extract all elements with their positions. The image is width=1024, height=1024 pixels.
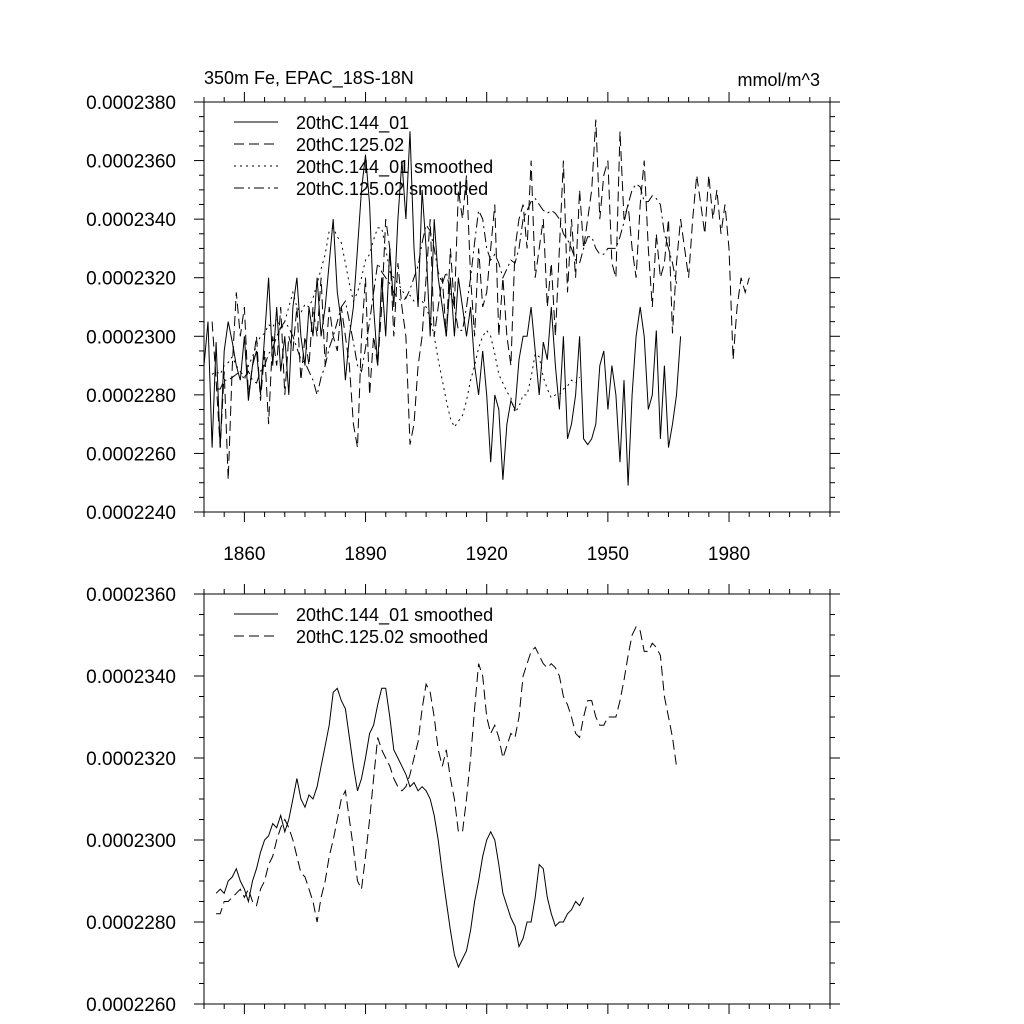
y-tick-label: 0.0002320 [86, 269, 176, 290]
y-tick-label: 0.0002280 [86, 386, 176, 407]
y-tick-label: 0.0002260 [86, 444, 176, 465]
x-axis: 1860 1890 1920 1950 1980 [203, 92, 831, 565]
y-tick-label: 0.0002280 [86, 913, 176, 934]
y-tick-label: 0.0002240 [86, 503, 176, 524]
top-panel: 350m Fe, EPAC_18S-18N mmol/m^3 0.0002240… [86, 68, 840, 565]
y-tick-label: 0.0002380 [86, 93, 176, 114]
series-line-2 [216, 625, 677, 923]
panel-title: 350m Fe, EPAC_18S-18N [204, 68, 414, 89]
series-line-1 [203, 131, 682, 486]
series-lines [203, 119, 750, 486]
y-tick-label: 0.0002300 [86, 327, 176, 348]
legend-label: 20thC.144_01 smoothed [296, 605, 493, 626]
units-label: mmol/m^3 [738, 70, 820, 90]
x-tick-label: 1860 [223, 544, 265, 565]
series-line-2 [211, 119, 750, 480]
y-tick-label: 0.0002360 [86, 152, 176, 173]
series-lines [215, 625, 677, 969]
y-tick-label: 0.0002340 [86, 210, 176, 231]
legend-label: 20thC.125.02 smoothed [296, 179, 488, 199]
x-tick-label: 1890 [344, 544, 386, 565]
x-tick-label: 1980 [708, 544, 750, 565]
y-tick-label: 0.0002340 [86, 667, 176, 688]
y-tick-label: 0.0002320 [86, 749, 176, 770]
series-line-3 [211, 227, 581, 429]
x-tick-label: 1920 [466, 544, 508, 565]
bottom-panel: 0.0002260 0.0002280 0.0002300 0.0002320 0.00… [86, 584, 840, 1016]
legend-label: 20thC.144_01 [296, 113, 409, 134]
y-axis: 0.0002260 0.0002280 0.0002300 0.0002320 0.00… [86, 585, 840, 1016]
y-tick-label: 0.0002300 [86, 831, 176, 852]
legend-label: 20thC.125.02 smoothed [296, 627, 488, 647]
y-tick-label: 0.0002260 [86, 995, 176, 1016]
x-tick-label: 1950 [587, 544, 629, 565]
y-axis: 0.0002240 0.0002260 0.0002280 0.0002300 0.00… [86, 93, 840, 524]
legend-label: 20thC.125.02 [296, 135, 404, 155]
y-tick-label: 0.0002360 [86, 585, 176, 606]
series-line-1 [215, 687, 585, 969]
x-axis [203, 584, 831, 1014]
plot-frame [203, 593, 831, 1005]
series-line-4 [216, 183, 677, 396]
legend-label: 20thC.144_01 smoothed [296, 157, 493, 178]
